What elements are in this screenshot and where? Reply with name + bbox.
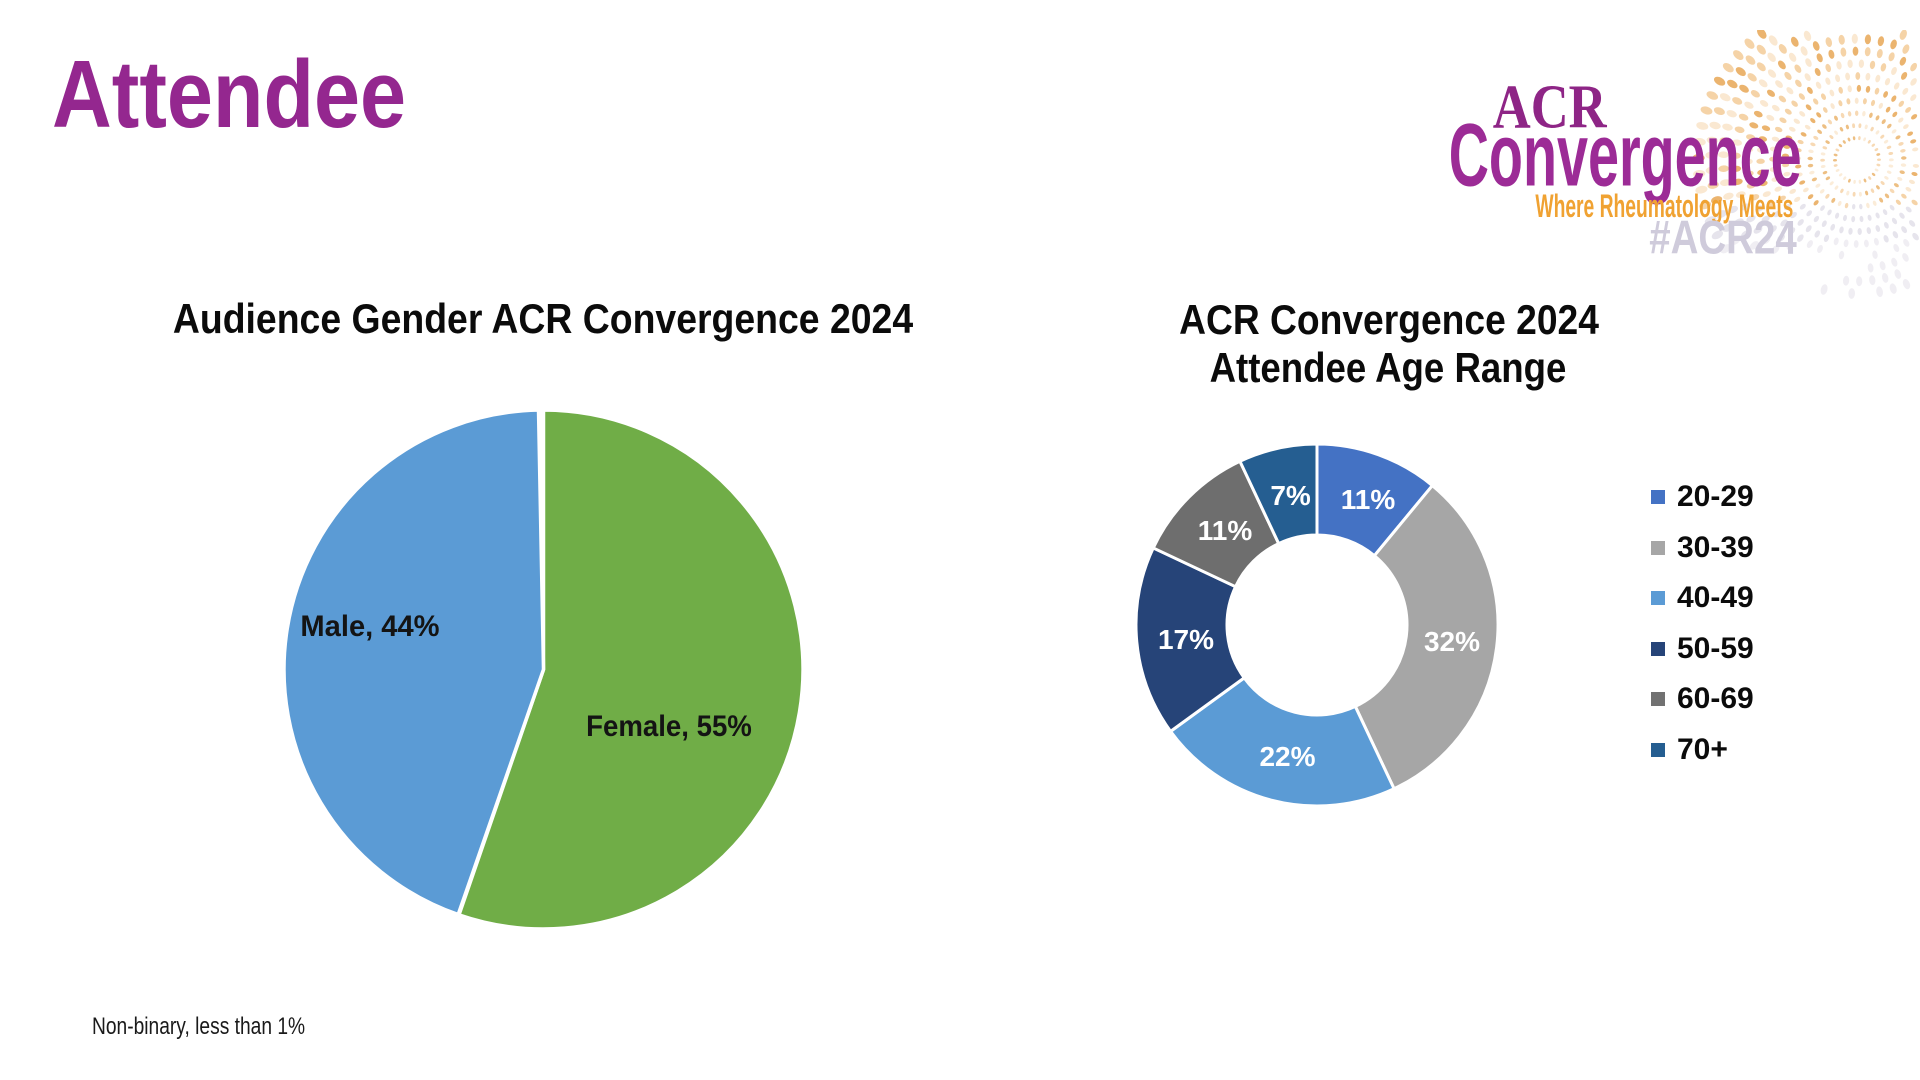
svg-text:#ACR24: #ACR24 bbox=[1649, 212, 1797, 265]
svg-text:Convergence: Convergence bbox=[1449, 105, 1802, 204]
svg-text:Where Rheumatology Meets: Where Rheumatology Meets bbox=[1535, 188, 1793, 224]
svg-text:ACR: ACR bbox=[1493, 71, 1608, 142]
